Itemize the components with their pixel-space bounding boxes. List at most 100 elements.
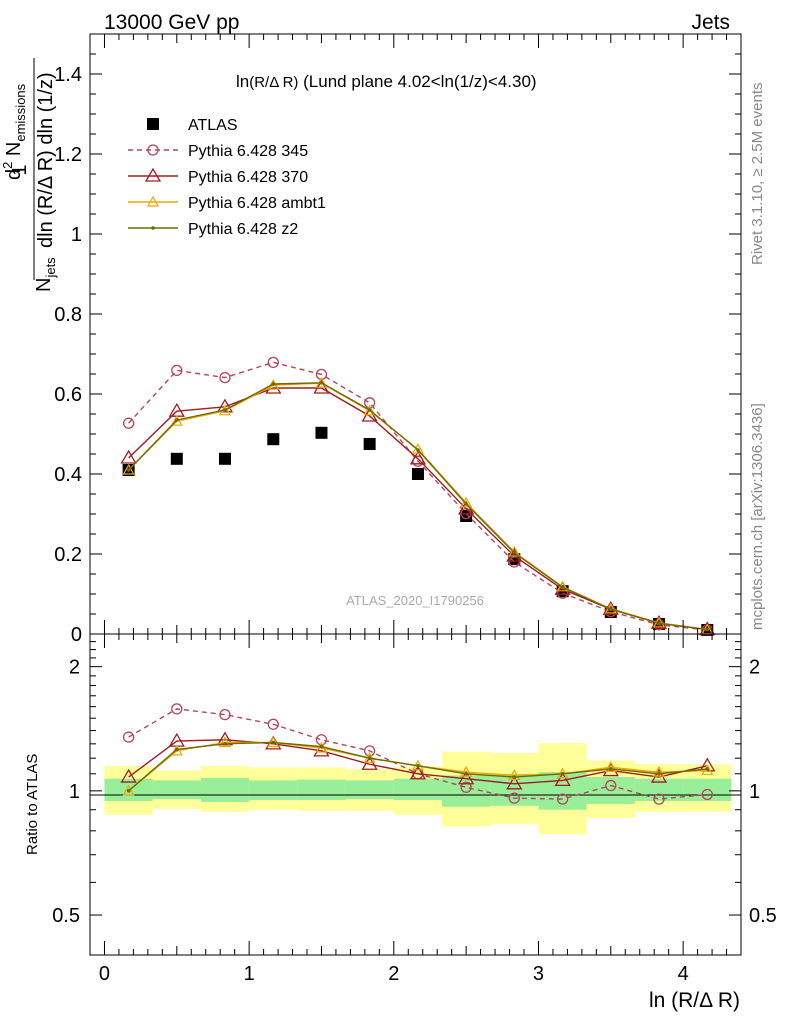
ratio-point-pythia-6-428-370	[458, 770, 475, 785]
main-series-layer	[120, 356, 716, 636]
ylabel-one: 1	[9, 164, 31, 175]
data-point-atlas	[267, 433, 280, 446]
data-point-pythia-6-428-ambt1	[508, 545, 521, 557]
data-point-pythia-6-428-z2	[705, 627, 710, 632]
ratio-ytick-label-right: 2	[749, 657, 760, 679]
legend-marker	[151, 226, 155, 230]
data-point-atlas	[460, 510, 473, 522]
data-point-pythia-6-428-z2	[367, 408, 372, 412]
ratio-point-pythia-6-428-z2	[609, 767, 613, 771]
ratio-ytick-label-right: 0.5	[749, 905, 777, 927]
ratio-ytick-label-right: 1	[749, 781, 760, 803]
ratio-frame	[89, 633, 742, 956]
data-point-pythia-6-428-ambt1	[556, 580, 569, 592]
ratio-point-pythia-6-428-ambt1	[652, 765, 665, 777]
ratio-series-pythia-6-428-z2	[126, 740, 710, 793]
x-tick-label: 3	[533, 963, 544, 985]
main-ytick-label: 1.4	[54, 64, 82, 86]
legend-marker	[146, 195, 160, 207]
main-ylabel: 1 Njets d2 Nemissions dln (R/Δ R) dln (1…	[0, 58, 58, 292]
data-point-atlas	[170, 452, 183, 465]
data-point-pythia-6-428-z2	[271, 382, 276, 386]
ratio-point-pythia-6-428-z2	[175, 747, 179, 752]
data-point-pythia-6-428-370	[120, 449, 137, 464]
ratio-point-pythia-6-428-ambt1	[701, 764, 714, 776]
ratio-uncertainty-bands	[104, 743, 732, 835]
legend-item-pythia-6-428-345: Pythia 6.428 345	[128, 143, 308, 160]
x-axis-label: ln (R/Δ R)	[649, 989, 740, 1012]
data-point-pythia-6-428-z2	[126, 468, 131, 472]
legend-marker	[144, 167, 162, 182]
legend: ATLAS Pythia 6.428 345 Pythia 6.428 370 Pyt…	[128, 117, 326, 238]
plot-title-ratio: (R/Δ R)	[249, 74, 298, 91]
legend-label: Pythia 6.428 370	[188, 169, 308, 186]
legend-item-atlas: ATLAS	[147, 117, 238, 134]
ratio-point-pythia-6-428-345	[508, 792, 520, 804]
main-ytick-label: 1.2	[54, 144, 82, 166]
legend-marker	[147, 118, 159, 130]
ratio-point-pythia-6-428-ambt1	[170, 744, 183, 756]
legend-item-pythia-6-428-370: Pythia 6.428 370	[128, 167, 308, 186]
x-tick-label: 4	[678, 963, 689, 985]
ratio-plot-panel: 0.5 0.5 1 1 2 2 Ratio to ATLAS	[24, 633, 777, 956]
ratio-point-pythia-6-428-370	[409, 765, 427, 780]
series-pythia-6-428-z2	[126, 381, 710, 632]
data-point-pythia-6-428-z2	[223, 408, 227, 412]
ratio-point-pythia-6-428-370	[361, 755, 378, 770]
data-point-atlas	[411, 468, 424, 480]
data-point-pythia-6-428-z2	[464, 502, 468, 506]
x-tick-label: 1	[244, 963, 255, 985]
data-point-atlas	[363, 438, 376, 450]
ratio-point-pythia-6-428-345	[363, 745, 376, 757]
ratio-point-pythia-6-428-ambt1	[604, 761, 617, 772]
ratio-point-pythia-6-428-ambt1	[122, 784, 135, 796]
data-point-pythia-6-428-ambt1	[170, 414, 183, 426]
data-point-pythia-6-428-z2	[416, 448, 420, 452]
ratio-point-pythia-6-428-ambt1	[460, 765, 473, 777]
plot-title: ln(R/Δ R) (Lund plane 4.02<ln(1/z)<4.30)	[236, 72, 537, 91]
band-inner-bin	[152, 780, 201, 800]
data-point-pythia-6-428-ambt1	[122, 463, 135, 475]
ratio-point-pythia-6-428-345	[556, 793, 569, 805]
watermark: ATLAS_2020_I1790256	[346, 593, 484, 608]
ratio-point-pythia-6-428-370	[554, 772, 571, 787]
x-tick-label: 2	[388, 963, 399, 985]
legend-label: Pythia 6.428 345	[188, 143, 308, 160]
data-point-atlas	[315, 426, 328, 439]
data-point-pythia-6-428-z2	[609, 607, 613, 611]
main-ytick-label: 1	[71, 224, 82, 246]
data-point-pythia-6-428-z2	[175, 418, 179, 422]
ylabel-denominator: dln (R/Δ R) dln (1/z)	[35, 72, 57, 248]
ratio-point-pythia-6-428-345	[460, 781, 472, 793]
ratio-point-pythia-6-428-345	[171, 703, 183, 715]
ylabel-d2-numerator: d2 Nemissions	[0, 83, 28, 180]
ratio-point-pythia-6-428-z2	[464, 771, 468, 776]
legend-item-pythia-6-428-ambt1: Pythia 6.428 ambt1	[128, 195, 326, 212]
data-point-pythia-6-428-345	[122, 417, 135, 429]
data-point-pythia-6-428-z2	[657, 621, 661, 625]
ratio-point-pythia-6-428-z2	[705, 767, 710, 771]
legend-item-pythia-6-428-z2: Pythia 6.428 z2	[128, 221, 298, 238]
data-point-pythia-6-428-z2	[560, 585, 565, 589]
band-inner-bin	[249, 780, 298, 801]
ratio-point-pythia-6-428-z2	[319, 744, 324, 749]
main-ytick-label: 0	[71, 624, 82, 646]
plot-title-ln: ln	[236, 72, 249, 91]
ratio-point-pythia-6-428-345	[219, 709, 231, 721]
ratio-ylabel: Ratio to ATLAS	[24, 754, 41, 855]
main-ytick-label: 0.4	[54, 464, 82, 486]
main-plot-panel: 0 0.2 0.4 0.6 0.8 1 1.2 1.4 ln(R/Δ R) (Lund pla…	[0, 33, 742, 646]
data-point-pythia-6-428-345	[508, 556, 520, 568]
ratio-point-pythia-6-428-345	[267, 718, 279, 730]
ratio-point-pythia-6-428-z2	[223, 742, 227, 746]
ratio-point-pythia-6-428-370	[120, 768, 137, 783]
legend-label: Pythia 6.428 ambt1	[188, 195, 326, 212]
band-inner-bin	[393, 778, 442, 801]
ratio-point-pythia-6-428-345	[701, 788, 713, 801]
ratio-ytick-label: 1	[69, 781, 80, 803]
data-point-pythia-6-428-345	[171, 364, 183, 377]
main-ytick-label: 0.8	[54, 304, 82, 326]
series-line-pythia-6-428-345	[128, 361, 708, 631]
x-tick-label: 0	[99, 963, 110, 985]
